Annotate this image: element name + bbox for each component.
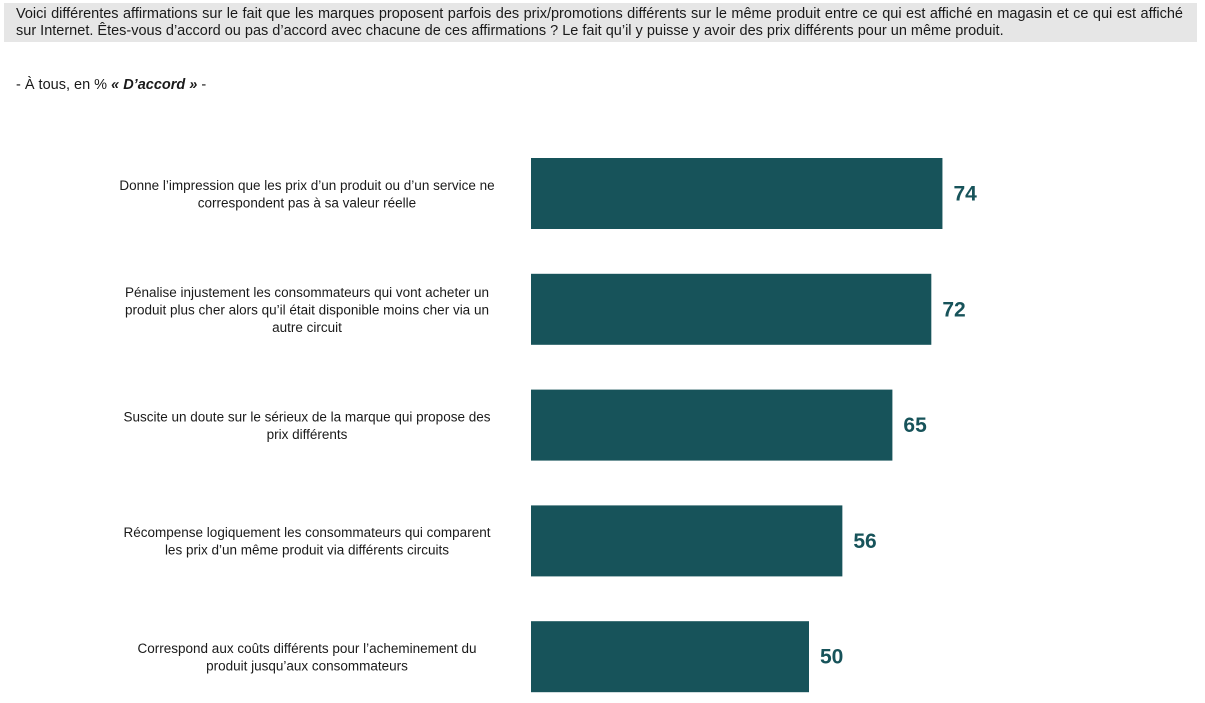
base-prefix: - À tous, en % [16, 77, 108, 93]
base-emphasis: « D’accord » [111, 77, 198, 93]
base-suffix: - [201, 77, 207, 93]
value-label-5: 50 [820, 646, 843, 669]
base-note: - À tous, en % « D’accord » - [16, 77, 206, 93]
category-label-5: Correspond aux coûts différents pour l’a… [138, 641, 477, 674]
category-label-3: Suscite un doute sur le sérieux de la ma… [124, 409, 491, 442]
bar-1 [531, 158, 943, 229]
bar-4 [531, 505, 843, 577]
category-label-1: Donne l’impression que les prix d’un pro… [119, 178, 494, 211]
value-label-2: 72 [942, 298, 965, 321]
value-label-4: 56 [853, 530, 876, 553]
value-label-1: 74 [953, 183, 977, 206]
value-label-3: 65 [903, 414, 927, 437]
category-label-2: Pénalise injustement les consommateurs q… [125, 285, 489, 335]
question-text: Voici différentes affirmations sur le fa… [4, 3, 1197, 42]
bar-2 [531, 273, 932, 345]
category-label-4: Récompense logiquement les consommateurs… [124, 525, 491, 558]
bar-5 [531, 621, 809, 693]
bar-3 [531, 389, 893, 461]
